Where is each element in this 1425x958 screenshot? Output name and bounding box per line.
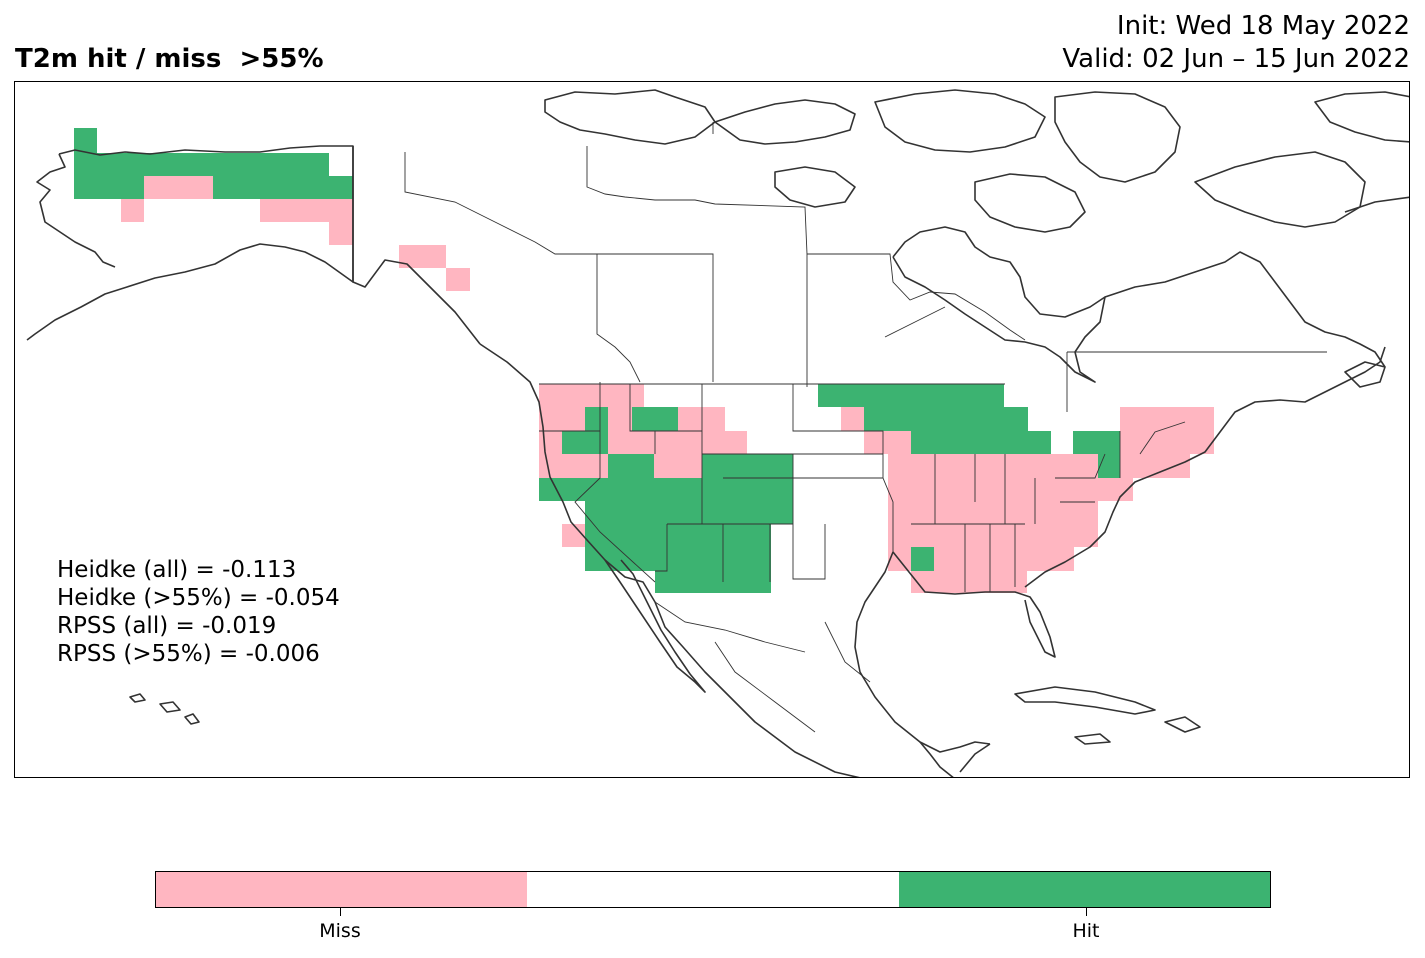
heidke-all-stat: Heidke (all) = -0.113	[57, 557, 297, 583]
hit-cell	[585, 524, 771, 547]
colorbar-miss-segment	[156, 872, 528, 907]
hit-cell	[632, 407, 678, 431]
miss-cell	[888, 478, 1133, 501]
miss-cell	[399, 245, 446, 268]
miss-cell	[539, 384, 644, 407]
miss-cell	[1120, 407, 1214, 431]
hit-cell	[585, 547, 771, 571]
hit-cell	[74, 128, 97, 153]
colorbar-tick-miss	[340, 908, 341, 916]
hit-cell	[539, 478, 793, 501]
hit-cell	[702, 454, 793, 478]
miss-cell	[144, 176, 213, 199]
colorbar-tick-hit	[1086, 908, 1087, 916]
verification-stats: Heidke (all) = -0.113 Heidke (>55%) = -0…	[57, 556, 340, 668]
rpss-55-stat: RPSS (>55%) = -0.006	[57, 641, 320, 667]
miss-cell	[1120, 431, 1214, 454]
colorbar	[155, 871, 1271, 908]
hit-cell	[818, 384, 1004, 407]
hit-cell	[585, 501, 793, 524]
colorbar-label-miss: Miss	[319, 920, 361, 942]
miss-cell	[260, 199, 353, 222]
miss-cell	[888, 524, 1098, 547]
hit-cell	[74, 176, 144, 199]
map-title: T2m hit / miss >55%	[15, 44, 324, 74]
map-panel	[14, 81, 1410, 778]
colorbar-label-hit: Hit	[1072, 920, 1100, 942]
miss-cell	[446, 268, 470, 291]
hit-cell	[585, 407, 608, 431]
north-america-map	[26, 89, 1409, 777]
forecast-cells	[74, 128, 1214, 593]
rpss-all-stat: RPSS (all) = -0.019	[57, 613, 277, 639]
hit-cell	[213, 176, 353, 199]
hit-cell	[562, 431, 608, 454]
miss-cell	[329, 222, 353, 245]
miss-cell	[934, 547, 1074, 571]
heidke-55-stat: Heidke (>55%) = -0.054	[57, 585, 340, 611]
miss-cell	[888, 501, 1098, 524]
valid-range: Valid: 02 Jun – 15 Jun 2022	[1062, 44, 1410, 74]
coastlines	[26, 89, 1409, 777]
hit-cell	[655, 571, 771, 593]
colorbar-neutral-segment	[527, 872, 899, 907]
colorbar-hit-segment	[898, 872, 1270, 907]
hit-cell	[74, 153, 329, 176]
state-province-borders	[404, 122, 1327, 733]
miss-cell	[864, 431, 911, 454]
hit-cell	[1073, 431, 1120, 454]
date-info: Init: Wed 18 May 2022 Valid: 02 Jun – 15…	[1062, 10, 1410, 76]
hit-cell	[1098, 454, 1120, 478]
hit-cell	[911, 431, 1051, 454]
miss-cell	[562, 524, 585, 547]
miss-cell	[121, 199, 144, 222]
init-date: Init: Wed 18 May 2022	[1116, 11, 1410, 41]
hit-cell	[911, 547, 934, 571]
miss-cell	[911, 571, 1027, 593]
hit-cell	[608, 454, 654, 478]
miss-cell	[888, 454, 1098, 478]
hit-cell	[864, 407, 1028, 431]
